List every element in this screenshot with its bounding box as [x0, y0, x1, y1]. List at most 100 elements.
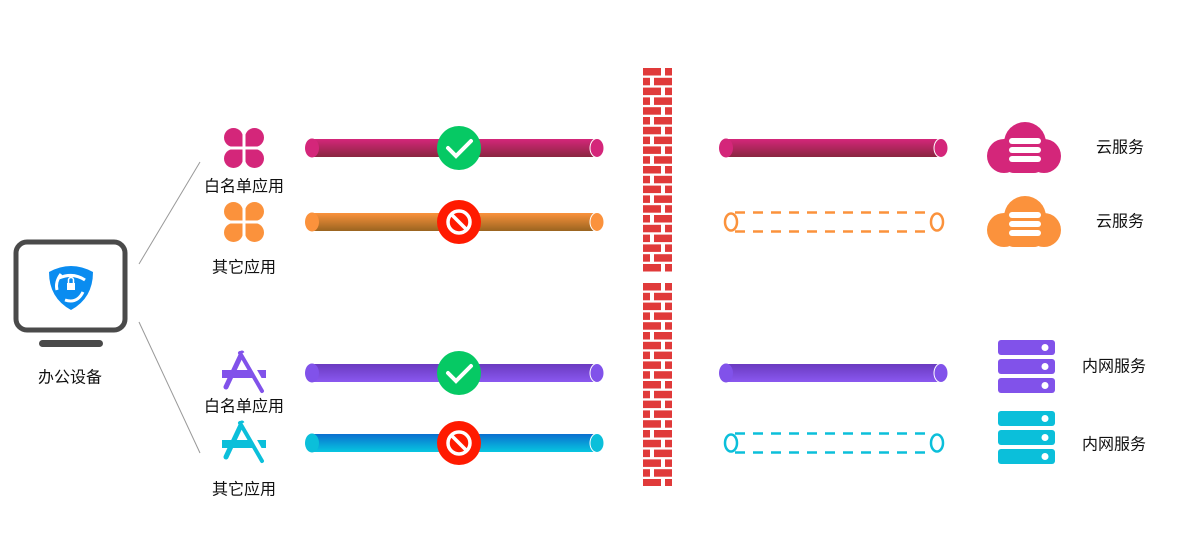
lane-2: 其它应用 云服务 — [212, 196, 1144, 277]
brick — [643, 68, 661, 76]
brick — [643, 254, 650, 262]
shield-lock-icon — [49, 266, 93, 310]
pipe-end — [305, 433, 319, 453]
office-device: 办公设备 — [13, 239, 128, 387]
brick — [654, 175, 672, 184]
app-label: 白名单应用 — [204, 397, 284, 416]
pipe-end — [305, 363, 319, 383]
brick — [643, 361, 661, 369]
brick — [654, 430, 672, 438]
brick — [665, 439, 672, 448]
brick — [643, 244, 661, 252]
brick — [654, 97, 672, 105]
brick — [643, 107, 661, 115]
blocked-icon — [437, 200, 481, 244]
brick — [665, 185, 672, 194]
cloud-server-icon — [987, 122, 1061, 173]
pipe-end — [719, 363, 733, 383]
brick — [643, 351, 650, 360]
brick — [643, 292, 650, 301]
brick — [665, 166, 672, 174]
brick — [643, 381, 661, 389]
brick — [643, 371, 650, 379]
brick — [665, 264, 672, 272]
device-label: 办公设备 — [38, 368, 102, 387]
brick — [643, 400, 661, 409]
lane-4: 其它应用 内网服务 — [212, 411, 1146, 499]
brick — [665, 107, 672, 115]
brick — [665, 381, 672, 389]
cloud-server-icon — [987, 196, 1061, 247]
pipe-end — [589, 212, 605, 232]
pipe-end — [933, 363, 949, 383]
pipe-end — [723, 212, 739, 232]
brick — [643, 224, 661, 233]
pipe — [726, 139, 941, 157]
brick — [654, 332, 672, 340]
pipe-end — [929, 433, 945, 453]
brick — [665, 87, 672, 96]
brick — [643, 283, 661, 291]
brick — [643, 87, 661, 96]
brick — [643, 215, 650, 223]
brick — [654, 449, 672, 458]
brick — [654, 195, 672, 203]
pipe-end — [305, 212, 319, 232]
brick — [654, 136, 672, 145]
brick — [643, 185, 661, 194]
monitor-stand — [39, 340, 103, 347]
brick — [665, 244, 672, 252]
brick — [665, 479, 672, 486]
brick — [665, 322, 672, 330]
brick — [665, 341, 672, 350]
brick — [654, 390, 672, 399]
check-icon — [437, 126, 481, 170]
brick — [643, 322, 661, 330]
brick — [654, 156, 672, 164]
brick — [643, 146, 661, 154]
brick — [643, 332, 650, 340]
brick — [643, 459, 661, 467]
service-label: 内网服务 — [1082, 435, 1146, 454]
brick — [665, 146, 672, 154]
brick — [654, 215, 672, 223]
pipe-end — [589, 433, 605, 453]
brick — [643, 205, 661, 213]
pipe-end — [589, 138, 605, 158]
service-label: 云服务 — [1096, 138, 1144, 157]
brick — [643, 117, 650, 125]
brick — [665, 361, 672, 369]
brick — [654, 410, 672, 418]
pipe-end — [723, 433, 739, 453]
connector-line — [138, 321, 201, 454]
brick — [643, 156, 650, 164]
pipe-end — [933, 138, 949, 158]
brick — [643, 77, 650, 86]
app-label: 其它应用 — [212, 258, 276, 277]
server-rack-icon — [998, 340, 1055, 393]
server-rack-icon — [998, 411, 1055, 464]
brick — [654, 371, 672, 379]
brick — [654, 254, 672, 262]
brick — [665, 224, 672, 233]
brick — [643, 449, 650, 458]
clover-icon — [222, 126, 266, 170]
brick — [643, 312, 650, 320]
brick — [665, 68, 672, 76]
lane-1: 白名单应用 云服务 — [204, 122, 1144, 196]
brick — [643, 430, 650, 438]
brick — [643, 97, 650, 105]
app-store-icon — [222, 420, 266, 463]
pipe-end — [929, 212, 945, 232]
brick — [643, 166, 661, 174]
brick — [643, 341, 661, 350]
brick-wall-icon — [643, 68, 672, 486]
brick — [643, 390, 650, 399]
clover-icon — [222, 200, 266, 244]
blocked-icon — [437, 421, 481, 465]
brick — [643, 479, 661, 486]
brick — [643, 439, 661, 448]
pipe-end — [719, 138, 733, 158]
check-icon — [437, 351, 481, 395]
